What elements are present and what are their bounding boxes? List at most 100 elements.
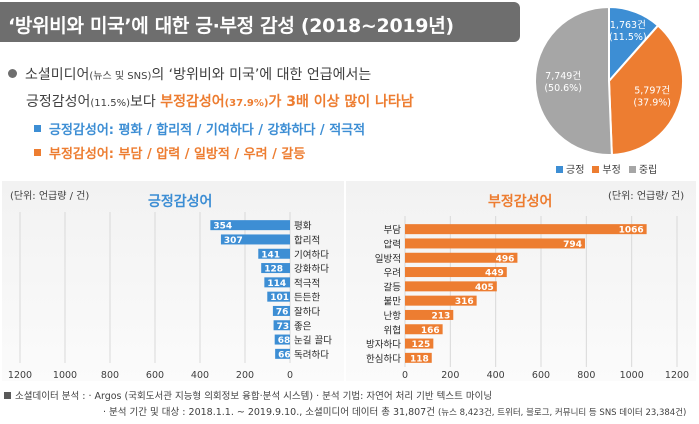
bar-value-label: 114 — [267, 279, 286, 289]
category-label: 든든한 — [294, 293, 320, 304]
negative-words: 부정감성어: 부담 / 압력 / 일방적 / 우려 / 갈등 — [49, 147, 306, 162]
legend-label: 중립 — [638, 165, 658, 176]
positive-words: 긍정감성어: 평화 / 합리적 / 기여하다 / 강화하다 / 적극적 — [49, 123, 366, 138]
bar — [405, 224, 647, 235]
bar-value-label: 125 — [412, 340, 431, 350]
positive-bar-chart: 0 200 400 600 800 1000 1200 354 평화 307 합리적 141 기여하다 1… — [8, 212, 332, 381]
summary-line2-small: (11.5%) — [90, 98, 130, 109]
axis-tick-label: 600 — [146, 370, 164, 381]
bar — [405, 238, 585, 249]
bar-value-label: 405 — [475, 283, 494, 293]
category-label: 강화하다 — [294, 263, 329, 275]
bar — [267, 291, 290, 302]
summary-line2-mid: 보다 — [129, 94, 161, 110]
category-label: 방자하다 — [366, 339, 401, 351]
pie-label-2: 5,797건 (37.9%) — [633, 85, 671, 108]
bar — [210, 220, 290, 231]
bar-value-label: 73 — [277, 322, 290, 332]
orange-square-icon — [34, 149, 41, 156]
footer-line-2: · 분석 기간 및 대상 : 2018.1.1. ~ 2019.9.10., 소… — [4, 405, 686, 421]
bar-value-label: 68 — [278, 336, 291, 346]
bar-value-label: 128 — [264, 265, 283, 275]
positive-chart-panel: (단위: 언급량 / 건) 긍정감성어 0 200 400 600 800 1000 120… — [2, 181, 344, 381]
negative-chart-title: 부정감성어 — [488, 194, 553, 210]
summary-line1-prefix: 소셜미디어 — [25, 67, 90, 83]
bar — [274, 334, 290, 345]
bar — [405, 267, 507, 278]
bar-value-label: 141 — [261, 250, 280, 260]
title-bar: ‘방위비와 미국’에 대한 긍·부정 감성 (2018~2019년) — [0, 0, 699, 44]
footer-square-icon — [4, 392, 11, 399]
bar — [405, 252, 518, 263]
title-banner: ‘방위비와 미국’에 대한 긍·부정 감성 (2018~2019년) — [0, 2, 520, 42]
category-label: 눈길 끌다 — [294, 335, 332, 347]
positive-chart-title: 긍정감성어 — [148, 194, 213, 210]
summary-line1-small: (뉴스 및 SNS) — [89, 71, 152, 82]
axis-tick-label: 200 — [441, 370, 459, 381]
category-label: 기여하다 — [294, 249, 329, 261]
bar-value-label: 794 — [563, 240, 582, 250]
pie-label-3: 7,749건 (50.6%) — [544, 71, 582, 94]
page-title: ‘방위비와 미국’에 대한 긍·부정 감성 (2018~2019년) — [8, 15, 454, 37]
category-label: 갈등 — [384, 281, 402, 293]
axis-tick-label: 1200 — [8, 370, 32, 381]
footer-detail: (뉴스 8,423건, 트위터, 블로그, 커뮤니티 등 SNS 데이터 23,… — [437, 408, 687, 418]
bar — [405, 309, 454, 320]
bar — [405, 295, 477, 306]
bar — [275, 348, 290, 359]
bar-value-label: 118 — [410, 354, 429, 364]
legend-swatch-icon — [628, 166, 636, 173]
axis-tick-label: 0 — [402, 370, 408, 381]
bar — [405, 324, 443, 335]
axis-tick-label: 400 — [487, 370, 505, 381]
axis-tick-label: 800 — [101, 370, 119, 381]
bar — [405, 352, 432, 363]
bar — [258, 248, 290, 259]
blue-square-icon — [34, 125, 41, 132]
legend-swatch-icon — [556, 166, 563, 173]
summary-highlight-small: (37.9%) — [224, 98, 269, 109]
pie-chart-svg: 1,763건 (11.5%) 5,797건 (37.9%) 7,749건 (50.6%) — [534, 5, 684, 156]
negative-bar-chart: 0 200 400 600 800 1000 1200 1066 부담 794 압력 496 일방적 44… — [366, 216, 689, 381]
pie-chart: 1,763건 (11.5%) 5,797건 (37.9%) 7,749건 (50.6%) — [524, 4, 694, 174]
category-label: 한심하다 — [366, 353, 401, 365]
legend-label: 긍정 — [566, 165, 585, 176]
negative-words-line: 부정감성어: 부담 / 압력 / 일방적 / 우려 / 갈등 — [34, 143, 305, 162]
summary-line-1: 소셜미디어(뉴스 및 SNS)의 ‘방위비와 미국’에 대한 언급에서는 — [8, 64, 371, 84]
footer: 소셜데이터 분석 : · Argos (국회도서관 지능형 의회정보 융합·분석… — [4, 389, 686, 421]
bar-value-label: 166 — [421, 326, 440, 336]
bullet-dot-icon — [8, 69, 17, 78]
axis-tick-label: 1000 — [53, 370, 77, 381]
bar — [264, 277, 290, 288]
category-label: 합리적 — [294, 234, 320, 246]
axis-tick-label: 1200 — [665, 370, 689, 381]
bar — [273, 320, 290, 331]
axis-tick-label: 1000 — [620, 370, 644, 381]
footer-source: 소셜데이터 분석 : · Argos (국회도서관 지능형 의회정보 융합·분석… — [15, 391, 493, 402]
bar-value-label: 354 — [213, 222, 232, 232]
category-label: 불만 — [384, 297, 402, 308]
bar-value-label: 496 — [496, 254, 515, 264]
category-label: 잘하다 — [294, 306, 320, 318]
category-label: 부담 — [384, 224, 402, 236]
negative-unit-label: (단위: 언급량/ 건) — [608, 191, 685, 202]
category-label: 독려하다 — [294, 349, 329, 361]
bar-value-label: 76 — [276, 307, 289, 317]
axis-tick-label: 600 — [532, 370, 550, 381]
bar-value-label: 101 — [270, 293, 289, 303]
category-label: 적극적 — [294, 277, 320, 289]
pie-slice-3 — [534, 5, 613, 156]
bar-value-label: 307 — [224, 236, 243, 246]
category-label: 압력 — [384, 238, 401, 250]
bar — [220, 234, 290, 245]
bar — [405, 281, 497, 292]
category-label: 좋은 — [294, 321, 312, 332]
bar-value-label: 316 — [455, 297, 474, 307]
summary-line1-suffix: 의 ‘방위비와 미국’에 대한 언급에서는 — [151, 67, 372, 83]
summary-highlight-b: 가 3배 이상 많이 나타남 — [268, 94, 414, 110]
axis-tick-label: 400 — [191, 370, 209, 381]
category-label: 평화 — [294, 221, 312, 232]
bar-value-label: 449 — [485, 269, 504, 279]
bar-value-label: 66 — [278, 350, 291, 360]
positive-unit-label: (단위: 언급량 / 건) — [10, 191, 90, 202]
